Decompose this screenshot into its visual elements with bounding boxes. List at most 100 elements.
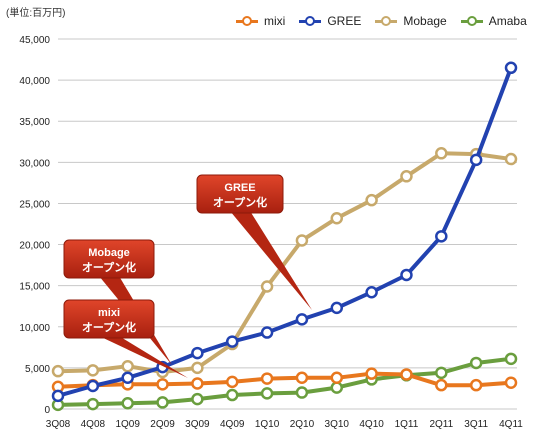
y-tick-label: 30,000 (19, 158, 50, 169)
data-point-gree (51, 389, 65, 403)
callout-title: mixi (98, 307, 120, 319)
x-tick-label: 2Q09 (150, 419, 175, 430)
data-point-gree (121, 371, 134, 385)
y-tick-label: 40,000 (19, 76, 50, 87)
callout-subtitle: オープン化 (213, 195, 267, 209)
data-point-gree (191, 346, 204, 360)
data-point-mobage (295, 234, 309, 247)
x-tick-label: 3Q08 (46, 419, 71, 430)
data-point-gree (86, 379, 100, 393)
data-point-amaba (295, 386, 309, 399)
data-point-mobage (435, 147, 448, 160)
callout-box (196, 174, 284, 214)
legend-marker-mixi (236, 16, 258, 26)
series-gree (51, 61, 518, 403)
legend-item-gree: GREE (299, 14, 361, 28)
data-point-amaba (121, 396, 134, 410)
data-point-gree (365, 285, 378, 299)
data-point-mobage (504, 152, 518, 166)
data-point-amaba (435, 366, 448, 380)
y-tick-label: 5,000 (25, 364, 50, 375)
y-tick-label: 25,000 (19, 199, 50, 210)
legend-item-mixi: mixi (236, 14, 285, 28)
y-tick-label: 10,000 (19, 323, 50, 334)
data-point-mobage (86, 364, 100, 377)
callout-box (63, 299, 155, 339)
y-tick-label: 0 (44, 405, 50, 416)
data-point-amaba (191, 392, 204, 406)
data-point-mixi (504, 376, 518, 389)
legend-marker-mobage (375, 16, 398, 26)
legend-marker-amaba (460, 16, 483, 26)
y-tick-label: 45,000 (19, 35, 50, 46)
x-tick-label: 3Q11 (464, 419, 488, 430)
data-point-mixi (400, 368, 413, 381)
series-lines (51, 61, 518, 412)
x-tick-label: 3Q10 (325, 419, 350, 430)
data-point-mixi (330, 371, 344, 385)
callout-pointer (230, 211, 312, 310)
data-point-mixi (365, 367, 378, 380)
data-point-mixi (156, 378, 169, 391)
data-point-amaba (225, 388, 239, 402)
data-point-mixi (295, 371, 309, 385)
x-tick-label: 2Q10 (290, 419, 315, 430)
callout-subtitle: オープン化 (82, 320, 136, 334)
unit-label: (単位:百万円) (6, 8, 66, 19)
x-tick-label: 1Q10 (255, 419, 280, 430)
data-point-gree (260, 326, 274, 339)
x-tick-label: 4Q09 (220, 419, 245, 430)
data-point-mobage (330, 211, 344, 225)
x-tick-label: 4Q08 (81, 419, 106, 430)
legend-label-mobage: Mobage (403, 14, 447, 28)
x-tick-label: 3Q09 (185, 419, 210, 430)
callout-pointer (99, 336, 188, 378)
data-point-mixi (435, 378, 448, 392)
data-point-gree (295, 313, 309, 326)
data-point-mixi (225, 375, 239, 389)
x-tick-label: 1Q09 (115, 419, 140, 430)
data-point-mobage (365, 193, 378, 207)
data-point-mobage (400, 170, 413, 183)
legend-marker-gree (299, 16, 322, 26)
data-point-mobage (121, 359, 134, 373)
data-point-mobage (191, 361, 204, 375)
x-tick-label: 4Q11 (499, 419, 523, 430)
callout-title: GREE (224, 182, 255, 194)
series-mixi (51, 367, 518, 394)
data-point-gree (330, 301, 344, 315)
data-point-gree (504, 61, 518, 75)
data-point-amaba (260, 387, 274, 400)
callout-box (63, 239, 155, 279)
data-point-gree (469, 153, 483, 167)
data-point-amaba (469, 356, 483, 370)
legend-item-mobage: Mobage (375, 14, 447, 28)
data-point-gree (225, 335, 239, 348)
y-tick-label: 20,000 (19, 241, 50, 252)
data-point-mobage (260, 280, 274, 293)
data-point-amaba (156, 396, 169, 409)
data-point-amaba (330, 381, 344, 394)
x-tick-label: 2Q11 (429, 419, 453, 430)
data-point-amaba (86, 397, 100, 411)
data-point-mobage (51, 364, 65, 378)
x-tick-label: 1Q11 (395, 419, 419, 430)
legend: mixi GREE Mobage Amaba (236, 14, 527, 28)
axes: 0 5,000 10,000 15,000 20,000 25,000 30,000 35,0… (19, 35, 523, 430)
legend-item-amaba: Amaba (460, 14, 527, 28)
callout-title: Mobage (88, 247, 130, 259)
data-point-gree (400, 268, 413, 282)
legend-label-mixi: mixi (264, 14, 286, 28)
data-point-mixi (260, 372, 274, 385)
legend-label-gree: GREE (327, 14, 362, 28)
data-point-mixi (191, 377, 204, 390)
data-point-gree (435, 230, 448, 243)
y-tick-label: 35,000 (19, 117, 50, 128)
callout-subtitle: オープン化 (82, 260, 136, 274)
x-tick-label: 4Q10 (359, 419, 384, 430)
y-tick-label: 15,000 (19, 282, 50, 293)
